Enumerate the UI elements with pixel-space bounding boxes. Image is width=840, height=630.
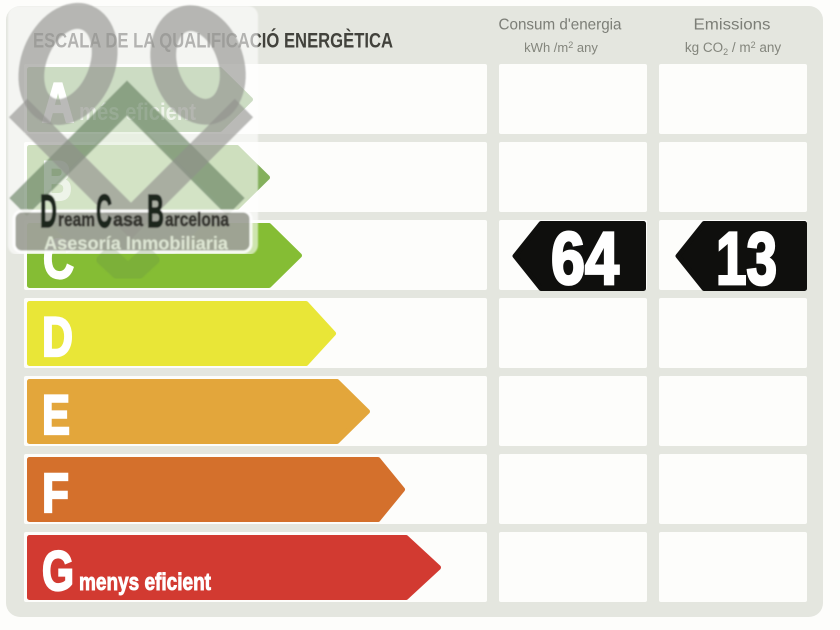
- svg-text:menys eficient: menys eficient: [79, 569, 211, 596]
- svg-text:Emissions: Emissions: [694, 17, 771, 34]
- svg-text:ream: ream: [58, 210, 95, 231]
- svg-text:E: E: [42, 383, 70, 446]
- svg-text:arcelona: arcelona: [165, 210, 229, 231]
- svg-text:13: 13: [716, 217, 777, 300]
- svg-text:F: F: [42, 461, 69, 524]
- svg-text:D: D: [40, 185, 57, 237]
- svg-text:G: G: [42, 539, 74, 602]
- svg-text:C: C: [96, 185, 112, 237]
- svg-text:B: B: [147, 185, 164, 237]
- svg-text:Consum d'energia: Consum d'energia: [499, 17, 622, 34]
- svg-text:Asesoría Inmobiliaria: Asesoría Inmobiliaria: [44, 233, 229, 254]
- svg-text:asa: asa: [113, 210, 143, 231]
- svg-text:kg CO2 / m2 any: kg CO2 / m2 any: [685, 40, 782, 57]
- svg-text:D: D: [42, 305, 73, 368]
- svg-text:kWh /m2 any: kWh /m2 any: [524, 40, 598, 55]
- svg-text:64: 64: [551, 217, 619, 300]
